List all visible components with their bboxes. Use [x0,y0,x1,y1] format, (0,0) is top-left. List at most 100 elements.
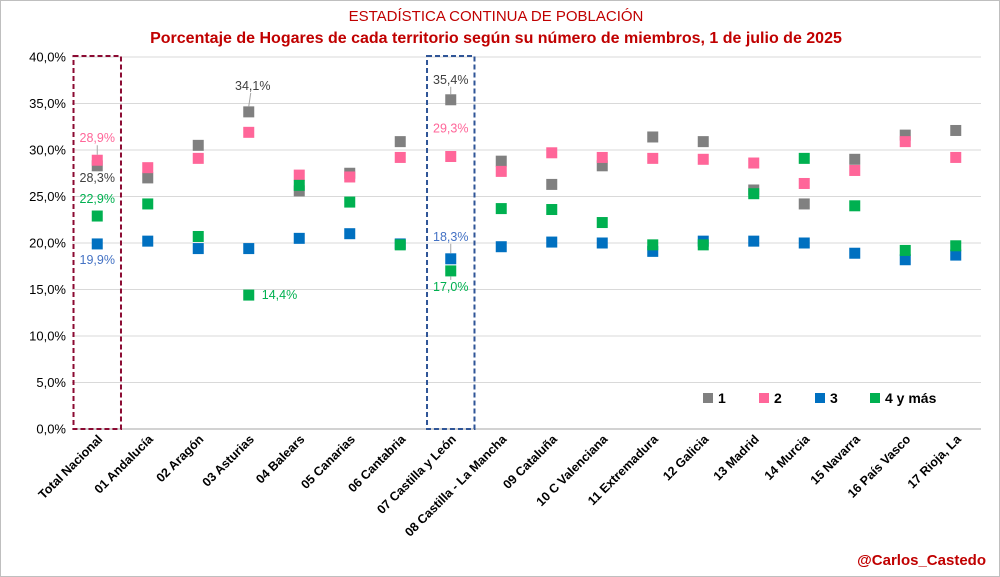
marker-series-1 [798,198,810,210]
marker-series-3 [546,236,558,248]
x-tick-label: 02 Aragón [154,432,207,485]
data-label: 22,9% [80,192,115,206]
x-tick-label: 08 Castilla - La Mancha [402,431,510,539]
x-tick-label: 03 Asturias [200,432,257,489]
marker-series-3 [91,238,103,250]
y-tick-label: 5,0% [36,375,66,390]
marker-series-3 [243,243,255,255]
annotation-leader [248,92,252,107]
marker-series-2 [899,136,911,148]
marker-series-2 [394,151,406,163]
marker-series-1 [899,129,911,141]
marker-series-3 [192,243,204,255]
marker-series-3 [445,253,457,265]
marker-series-4-y-mas [293,179,305,191]
marker-series-3 [142,235,154,247]
marker-series-4-y-mas [596,217,608,229]
marker-series-4-y-mas [91,210,103,222]
legend-swatch-3 [815,393,825,403]
marker-series-4-y-mas [798,152,810,164]
marker-series-2 [798,177,810,189]
marker-series-1 [849,153,861,165]
marker-series-2 [445,151,457,163]
marker-series-1 [596,160,608,172]
marker-series-4-y-mas [192,230,204,242]
annotations: 28,9% 28,3% 22,9% 19,9% 34,1% 14,4% 35,4% 29,3%… [80,73,469,302]
marker-series-2 [243,126,255,138]
highlight-boxes [72,55,476,430]
data-label: 29,3% [433,122,468,136]
marker-series-1 [445,94,457,106]
marker-series-1 [91,160,103,172]
marker-series-2 [546,147,558,159]
marker-series-1 [142,172,154,184]
marker-series-4-y-mas [748,188,760,200]
marker-series-3 [798,237,810,249]
marker-series-1 [950,124,962,136]
marker-series-2 [950,151,962,163]
y-tick-label: 10,0% [29,329,66,344]
legend-swatch-1 [703,393,713,403]
y-tick-label: 30,0% [29,143,66,158]
data-label: 35,4% [433,73,468,87]
marker-series-4-y-mas [697,239,709,251]
marker-series-1 [293,185,305,197]
x-tick-label: 04 Balears [253,432,307,486]
chart-subtitle: Porcentaje de Hogares de cada territorio… [150,30,842,47]
legend-swatch-4-y-mas [870,393,880,403]
legend-label-1: 1 [718,390,726,406]
plot-area [91,94,962,301]
marker-series-3 [293,232,305,244]
marker-series-4-y-mas [142,198,154,210]
legend-label-2: 2 [774,390,782,406]
highlight-box-total-nacional [72,55,122,430]
marker-series-1 [546,178,558,190]
marker-series-4-y-mas [243,289,255,301]
y-tick-label: 20,0% [29,236,66,251]
marker-series-1 [394,136,406,148]
marker-series-4-y-mas [849,200,861,212]
marker-series-2 [192,152,204,164]
marker-series-2 [142,162,154,174]
data-label: 34,1% [235,79,270,93]
data-label: 18,3% [433,230,468,244]
chart-title: ESTADÍSTICA CONTINUA DE POBLACIÓN [349,8,644,25]
marker-series-1 [697,136,709,148]
legend: 1 2 3 4 y más [703,390,937,406]
marker-series-3 [849,247,861,259]
marker-series-3 [596,237,608,249]
marker-series-1 [647,131,659,143]
y-tick-label: 15,0% [29,282,66,297]
data-label: 17,0% [433,280,468,294]
data-label: 28,3% [80,171,115,185]
marker-series-4-y-mas [950,240,962,252]
marker-series-3 [344,228,356,240]
marker-series-2 [344,171,356,183]
marker-series-3 [950,249,962,261]
x-tick-label: 14 Murcia [762,431,813,482]
marker-series-3 [647,245,659,257]
marker-series-2 [596,151,608,163]
marker-series-2 [697,153,709,165]
marker-series-4-y-mas [647,239,659,251]
legend-swatch-2 [759,393,769,403]
marker-series-4-y-mas [394,239,406,251]
marker-series-4-y-mas [344,196,356,208]
data-label: 14,4% [262,288,297,302]
credit-label: @Carlos_Castedo [857,552,986,569]
marker-series-1 [243,106,255,118]
x-tick-label: 17 Rioja, La [905,431,965,491]
marker-series-1 [192,139,204,151]
marker-series-2 [647,152,659,164]
marker-series-2 [849,164,861,176]
legend-label-3: 3 [830,390,838,406]
marker-series-3 [495,241,507,253]
marker-series-4-y-mas [445,265,457,277]
gridlines [72,56,981,430]
x-tick-label: 15 Navarra [808,431,864,487]
y-tick-label: 35,0% [29,96,66,111]
marker-series-2 [293,169,305,181]
marker-series-2 [495,165,507,177]
